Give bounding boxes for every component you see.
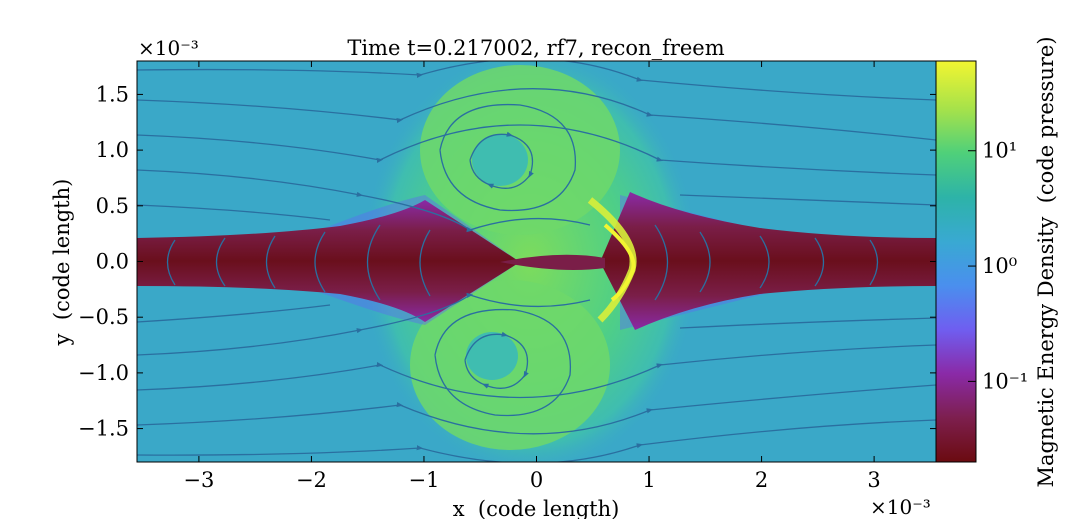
- x-tick-label: 0: [530, 468, 543, 492]
- sheet-arc: [215, 237, 226, 287]
- streamline: [137, 204, 331, 221]
- current-sheet-center: [500, 254, 605, 270]
- colorbar-tick-label: 10¹: [982, 139, 1017, 163]
- sheet-arc: [166, 239, 176, 286]
- island-loop: [464, 331, 529, 389]
- streamline: [137, 344, 936, 399]
- island-loop: [439, 103, 577, 212]
- streamline: [137, 169, 591, 233]
- streamline: [679, 194, 936, 206]
- streamline: [679, 317, 936, 329]
- x-tick-label: −2: [296, 468, 327, 492]
- x-tick-label: −3: [183, 468, 214, 492]
- sheet-arc: [654, 224, 669, 301]
- y-multiplier: ×10⁻³: [138, 36, 199, 60]
- colorbar-tick-label: 10⁻¹: [982, 369, 1028, 393]
- x-tick-label: 1: [642, 468, 655, 492]
- sheet-arc: [814, 237, 825, 287]
- y-tick-label: 1.5: [96, 82, 129, 106]
- y-tick-label: −1.5: [78, 417, 129, 441]
- y-tick-label: 0.5: [96, 194, 129, 218]
- streamline: [137, 304, 331, 323]
- colorbar-tick-label: 10⁰: [982, 254, 1017, 278]
- streamlines: [137, 61, 936, 462]
- lower-island-core: [466, 332, 518, 380]
- y-axis-ticks: −1.5 −1.0 −0.5 0.0 0.5 1.0 1.5: [78, 82, 936, 441]
- island-loop: [469, 131, 534, 189]
- island-loop: [434, 308, 572, 417]
- streamline: [137, 88, 936, 141]
- heatmap-field: [137, 61, 936, 462]
- streamline: [137, 419, 936, 462]
- x-tick-label: 3: [867, 468, 880, 492]
- sheet-arc: [314, 231, 326, 293]
- streamline: [137, 124, 936, 176]
- sheet-arc: [265, 235, 276, 289]
- x-tick-label: −1: [408, 468, 439, 492]
- streamline: [137, 61, 936, 101]
- y-tick-label: 1.0: [96, 138, 129, 162]
- y-tick-label: −1.0: [78, 361, 129, 385]
- current-sheet-right: [600, 192, 936, 330]
- x-axis-label: x (code length): [453, 497, 620, 519]
- streamline: [137, 292, 591, 356]
- x-axis-ticks: −3 −2 −1 0 1 2 3: [183, 61, 881, 492]
- y-tick-label: 0.0: [96, 250, 129, 274]
- x-multiplier: ×10⁻³: [870, 495, 931, 519]
- chart-title: Time t=0.217002, rf7, recon_freem: [347, 36, 724, 60]
- x-tick-label: 2: [755, 468, 768, 492]
- sheet-arc: [699, 231, 711, 293]
- sheet-arc: [759, 235, 770, 289]
- sheet-arc: [419, 229, 431, 297]
- reconnection-front-core: [603, 223, 636, 302]
- colorbar-ticks: 10⁻¹ 10⁰ 10¹: [968, 139, 1028, 393]
- streamline: [137, 384, 936, 435]
- sheet-arc: [366, 224, 381, 301]
- colorbar: [936, 61, 976, 462]
- y-tick-label: −0.5: [78, 305, 129, 329]
- y-axis-label: y (code length): [50, 179, 74, 347]
- colorbar-label: Magnetic Energy Density (code pressure): [1034, 36, 1058, 487]
- sheet-arc: [869, 239, 879, 286]
